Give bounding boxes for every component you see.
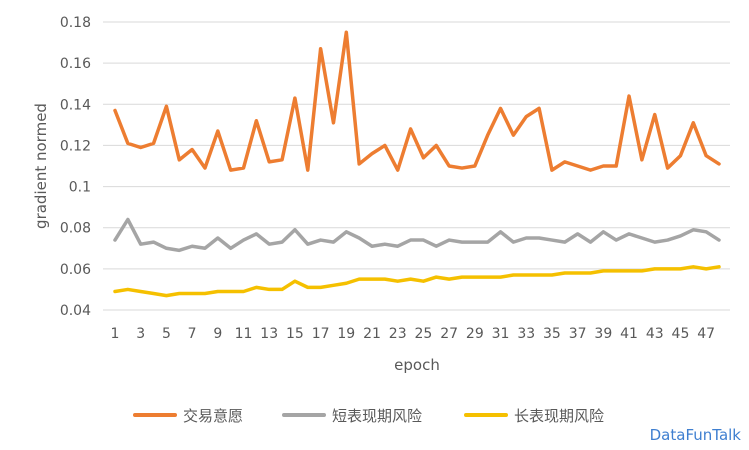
x-tick-label: 41 [620,326,638,342]
x-tick-label: 31 [492,326,510,342]
series-line-1 [113,30,721,172]
x-tick-label: 27 [440,326,458,342]
x-tick-label: 47 [697,326,715,342]
x-tick-label: 23 [389,326,407,342]
x-tick-label: 39 [594,326,612,342]
y-tick-label: 0.08 [60,221,91,237]
x-tick-label: 21 [363,326,381,342]
gridlines [103,21,730,311]
y-tick-label: 0.14 [60,97,91,113]
x-tick-label: 9 [213,326,222,342]
x-tick-label: 17 [312,326,330,342]
x-tick-label: 15 [286,326,304,342]
y-axis-ticks: 0.04 0.06 0.08 0.1 0.12 0.14 0.16 0.18 [60,15,91,319]
x-tick-label: 33 [517,326,535,342]
y-tick-label: 0.04 [60,303,91,319]
x-tick-label: 45 [672,326,690,342]
x-tick-label: 35 [543,326,561,342]
y-tick-label: 0.06 [60,262,91,278]
x-axis-title: epoch [394,356,440,374]
x-tick-label: 19 [337,326,355,342]
x-tick-label: 43 [646,326,664,342]
series-lines [113,30,721,298]
x-tick-label: 3 [136,326,145,342]
y-tick-label: 0.18 [60,15,91,31]
legend-label-1: 交易意愿 [183,407,243,425]
y-tick-label: 0.16 [60,56,91,72]
x-tick-label: 29 [466,326,484,342]
y-axis-title: gradient normed [32,103,50,229]
legend: 交易意愿 短表现期风险 长表现期风险 [133,407,604,425]
x-tick-label: 37 [569,326,587,342]
y-tick-label: 0.1 [69,180,91,196]
x-tick-label: 11 [235,326,253,342]
legend-label-2: 短表现期风险 [332,407,422,425]
series-line-3 [113,265,721,298]
x-tick-label: 25 [415,326,433,342]
x-tick-label: 7 [188,326,197,342]
y-tick-label: 0.12 [60,138,91,154]
watermark-text: DataFunTalk [649,426,741,444]
series-line-2 [113,217,721,253]
x-tick-label: 13 [260,326,278,342]
x-axis-ticks: 1 3 5 7 9 11 13 15 17 19 21 23 25 27 29 31 33 35 37 39 41 43 4… [111,326,716,342]
x-tick-label: 1 [111,326,120,342]
x-tick-label: 5 [162,326,171,342]
legend-label-3: 长表现期风险 [514,407,604,425]
